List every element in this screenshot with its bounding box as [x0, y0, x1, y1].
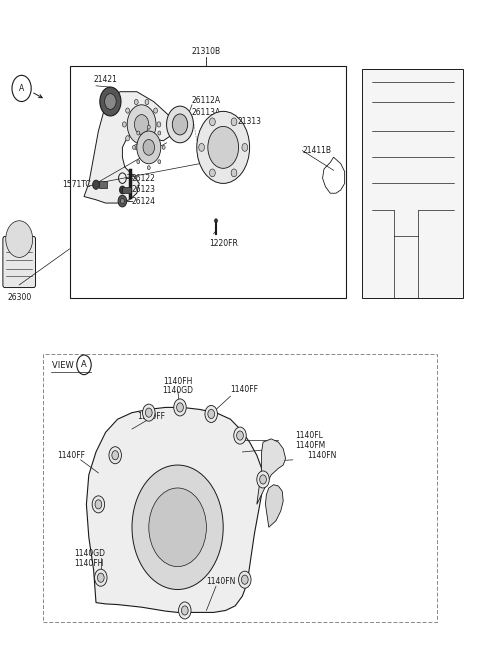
Circle shape [242, 143, 248, 151]
Circle shape [143, 404, 155, 421]
Polygon shape [84, 92, 175, 203]
Circle shape [95, 500, 102, 509]
Text: 1140FH: 1140FH [163, 377, 192, 386]
Bar [70, 66, 346, 298]
Circle shape [241, 575, 248, 584]
Text: 1140FF: 1140FF [230, 385, 258, 394]
Text: 1140FN: 1140FN [307, 451, 336, 460]
Text: 1140FM: 1140FM [295, 441, 325, 450]
Circle shape [95, 569, 107, 586]
Circle shape [126, 136, 130, 141]
Circle shape [120, 198, 124, 204]
Circle shape [127, 105, 156, 144]
Circle shape [92, 496, 105, 513]
Circle shape [126, 108, 130, 113]
Circle shape [145, 408, 152, 417]
Circle shape [145, 144, 149, 149]
Circle shape [158, 131, 161, 135]
Circle shape [154, 108, 157, 113]
Circle shape [239, 571, 251, 588]
Circle shape [97, 573, 104, 582]
Circle shape [105, 94, 116, 109]
Circle shape [122, 122, 126, 127]
Text: 1220FR: 1220FR [209, 239, 238, 248]
Circle shape [137, 160, 140, 164]
Circle shape [154, 136, 157, 141]
Text: 26300: 26300 [7, 293, 32, 303]
Circle shape [112, 451, 119, 460]
Circle shape [215, 219, 217, 223]
Circle shape [174, 399, 186, 416]
Text: 1140FN: 1140FN [206, 577, 236, 586]
Circle shape [137, 131, 161, 164]
Circle shape [93, 180, 99, 189]
Bar [99, 181, 107, 188]
Text: 26112A: 26112A [192, 96, 221, 105]
Circle shape [177, 403, 183, 412]
Circle shape [260, 475, 266, 484]
Polygon shape [257, 439, 286, 504]
Circle shape [209, 169, 215, 177]
Text: 1140FF: 1140FF [58, 451, 85, 460]
Circle shape [199, 143, 204, 151]
Polygon shape [265, 485, 283, 527]
Circle shape [147, 125, 150, 129]
Circle shape [120, 186, 125, 194]
Text: 21313: 21313 [238, 117, 262, 126]
Polygon shape [86, 407, 263, 612]
Text: 21421: 21421 [94, 75, 118, 84]
Circle shape [134, 115, 149, 134]
Circle shape [181, 606, 188, 615]
Circle shape [205, 405, 217, 422]
FancyBboxPatch shape [3, 236, 36, 288]
Text: 1140GD: 1140GD [162, 386, 193, 395]
Bar [43, 354, 437, 622]
Circle shape [134, 144, 138, 149]
Text: A: A [19, 84, 24, 93]
Circle shape [234, 427, 246, 444]
Text: 1140FF: 1140FF [137, 411, 165, 421]
Text: 21411B: 21411B [302, 146, 331, 155]
Circle shape [257, 471, 269, 488]
Circle shape [6, 221, 33, 257]
Text: 21310B: 21310B [192, 47, 221, 56]
Text: VIEW: VIEW [52, 361, 76, 370]
Circle shape [172, 114, 188, 135]
Circle shape [167, 106, 193, 143]
Circle shape [118, 195, 127, 207]
Text: 26123: 26123 [132, 185, 156, 195]
Circle shape [147, 166, 150, 170]
Text: 26122: 26122 [132, 174, 156, 183]
Circle shape [210, 118, 216, 126]
Circle shape [197, 111, 250, 183]
Circle shape [143, 140, 155, 155]
Circle shape [132, 465, 223, 590]
Circle shape [109, 447, 121, 464]
Bar [122, 187, 131, 193]
Polygon shape [362, 69, 463, 298]
Text: A: A [81, 360, 87, 369]
Text: 1140FL: 1140FL [295, 431, 323, 440]
Text: 26124: 26124 [132, 196, 156, 206]
Text: 1140GD: 1140GD [74, 549, 106, 558]
Circle shape [231, 118, 237, 126]
Circle shape [134, 100, 138, 105]
Circle shape [231, 169, 237, 177]
Text: 1140FH: 1140FH [74, 559, 104, 568]
Circle shape [162, 145, 165, 149]
Circle shape [137, 131, 140, 135]
Circle shape [158, 160, 161, 164]
Circle shape [208, 126, 239, 168]
Circle shape [100, 87, 121, 116]
Circle shape [179, 602, 191, 619]
Text: 26113A: 26113A [192, 107, 221, 117]
Text: 1571TC: 1571TC [62, 180, 91, 189]
Circle shape [145, 100, 149, 105]
Circle shape [208, 409, 215, 419]
Circle shape [237, 431, 243, 440]
Circle shape [132, 145, 135, 149]
Circle shape [149, 488, 206, 567]
Circle shape [157, 122, 161, 127]
